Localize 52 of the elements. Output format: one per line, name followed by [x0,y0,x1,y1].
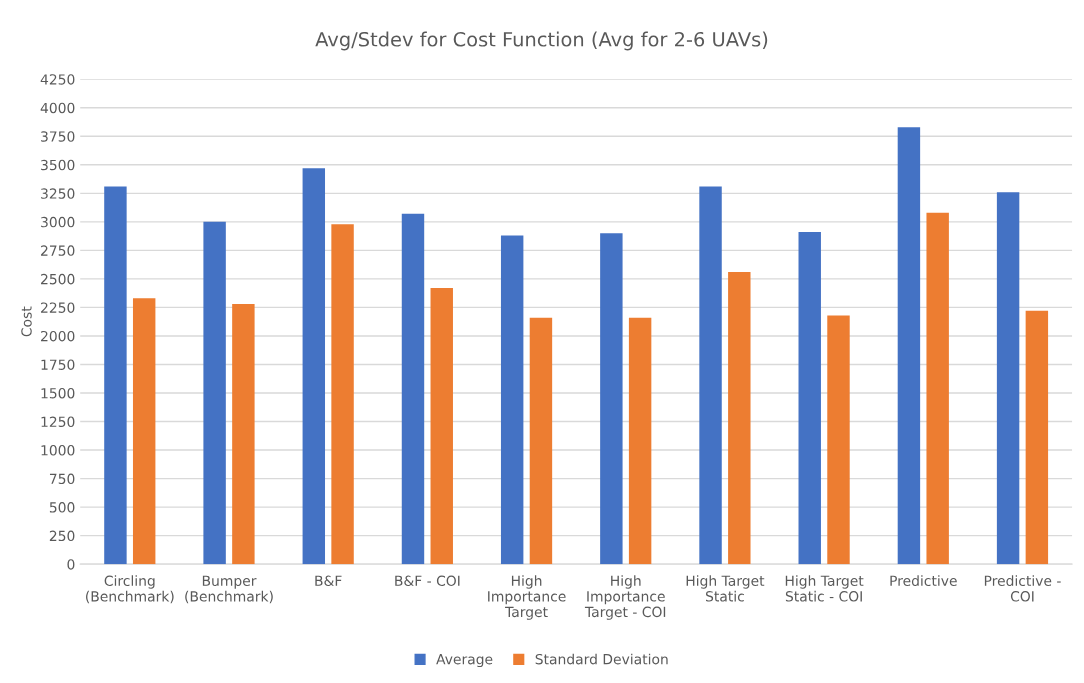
y-tick-label: 0 [67,559,75,570]
bar [331,224,354,565]
bar [104,186,127,565]
bar [401,213,425,565]
bar [529,317,553,565]
y-tick-label: 500 [49,502,75,513]
y-tick-label: 3750 [41,131,75,142]
bar [728,272,751,565]
y-tick-label: 3250 [41,188,75,199]
y-tick-label: 2000 [41,330,75,342]
y-tick-label: 4250 [40,74,75,85]
x-tick-label: Predictive [890,575,957,587]
y-tick-label: 750 [49,473,75,485]
x-tick-label: B&F [315,575,342,587]
bar [203,221,226,565]
bar [430,288,453,565]
bar [232,304,255,565]
y-tick-label: 1000 [41,445,75,456]
y-tick-label: 1750 [41,359,75,370]
x-tick-label: High Target Static [686,575,765,602]
x-tick-label: Predictive - COI [984,575,1061,602]
bar [500,235,524,565]
y-axis-title: Cost [21,306,32,337]
x-tick-label: B&F - COI [395,575,460,587]
legend-label: Average [436,654,493,668]
bar [302,168,326,565]
x-tick-label: High Importance Target - COI [584,575,666,620]
bar [132,298,156,565]
legend-label: Standard Deviation [535,653,668,665]
x-tick-label: Bumper (Benchmark) [185,575,273,604]
bar [628,317,652,565]
chart-title: Avg/Stdev for Cost Function (Avg for 2-6 UAVs) [315,31,768,51]
y-tick-label: 2500 [41,273,75,285]
bar [996,192,1020,565]
y-tick-label: 1250 [41,416,75,428]
bar [798,232,821,565]
y-tick-label: 2250 [41,302,75,313]
bar [699,186,722,565]
y-tick-label: 250 [49,530,75,542]
bar [600,233,623,565]
bar [1025,310,1049,565]
x-tick-label: High Target Static - COI [785,575,864,602]
x-tick-label: High Importance Target [488,575,566,620]
y-tick-label: 3000 [41,216,75,228]
y-tick-label: 3500 [41,159,75,171]
bar [897,127,921,565]
y-tick-label: 4000 [40,102,75,114]
x-tick-label: Circling (Benchmark) [86,575,174,604]
bar [926,212,949,565]
bar [827,315,850,565]
y-tick-label: 2750 [41,245,75,256]
y-tick-label: 1500 [41,387,75,399]
